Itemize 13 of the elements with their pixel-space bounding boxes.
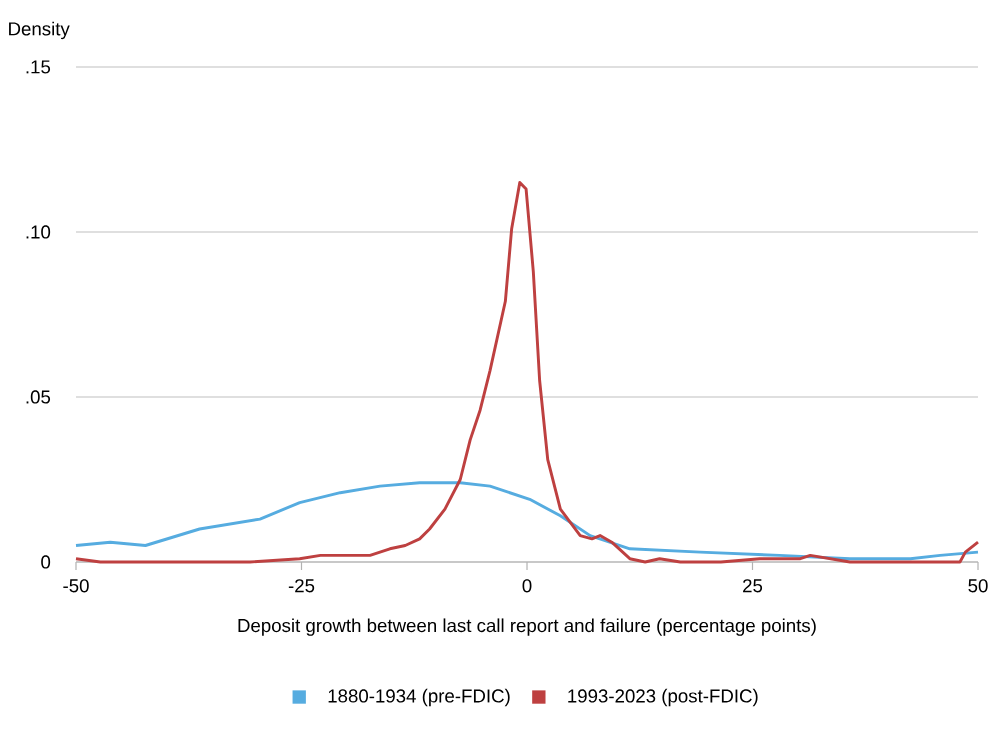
y-tick-label: 0: [41, 555, 51, 569]
legend-label: 1993-2023 (post-FDIC): [568, 688, 758, 707]
x-axis-title: Deposit growth between last call report and failure (percentage points): [238, 618, 816, 636]
y-tick-label: .10: [26, 225, 51, 239]
x-tick-label: -50: [63, 578, 89, 593]
y-tick-label: .15: [26, 60, 51, 74]
y-axis-title: Density: [9, 21, 70, 40]
y-tick-label: .05: [26, 390, 51, 404]
x-tick-label: 50: [968, 578, 988, 593]
x-tick-label: 25: [743, 578, 763, 593]
x-tick-label: -25: [288, 578, 315, 593]
legend-label: 1880-1934 (pre-FDIC): [328, 688, 510, 707]
x-tick-label: 0: [522, 578, 532, 593]
